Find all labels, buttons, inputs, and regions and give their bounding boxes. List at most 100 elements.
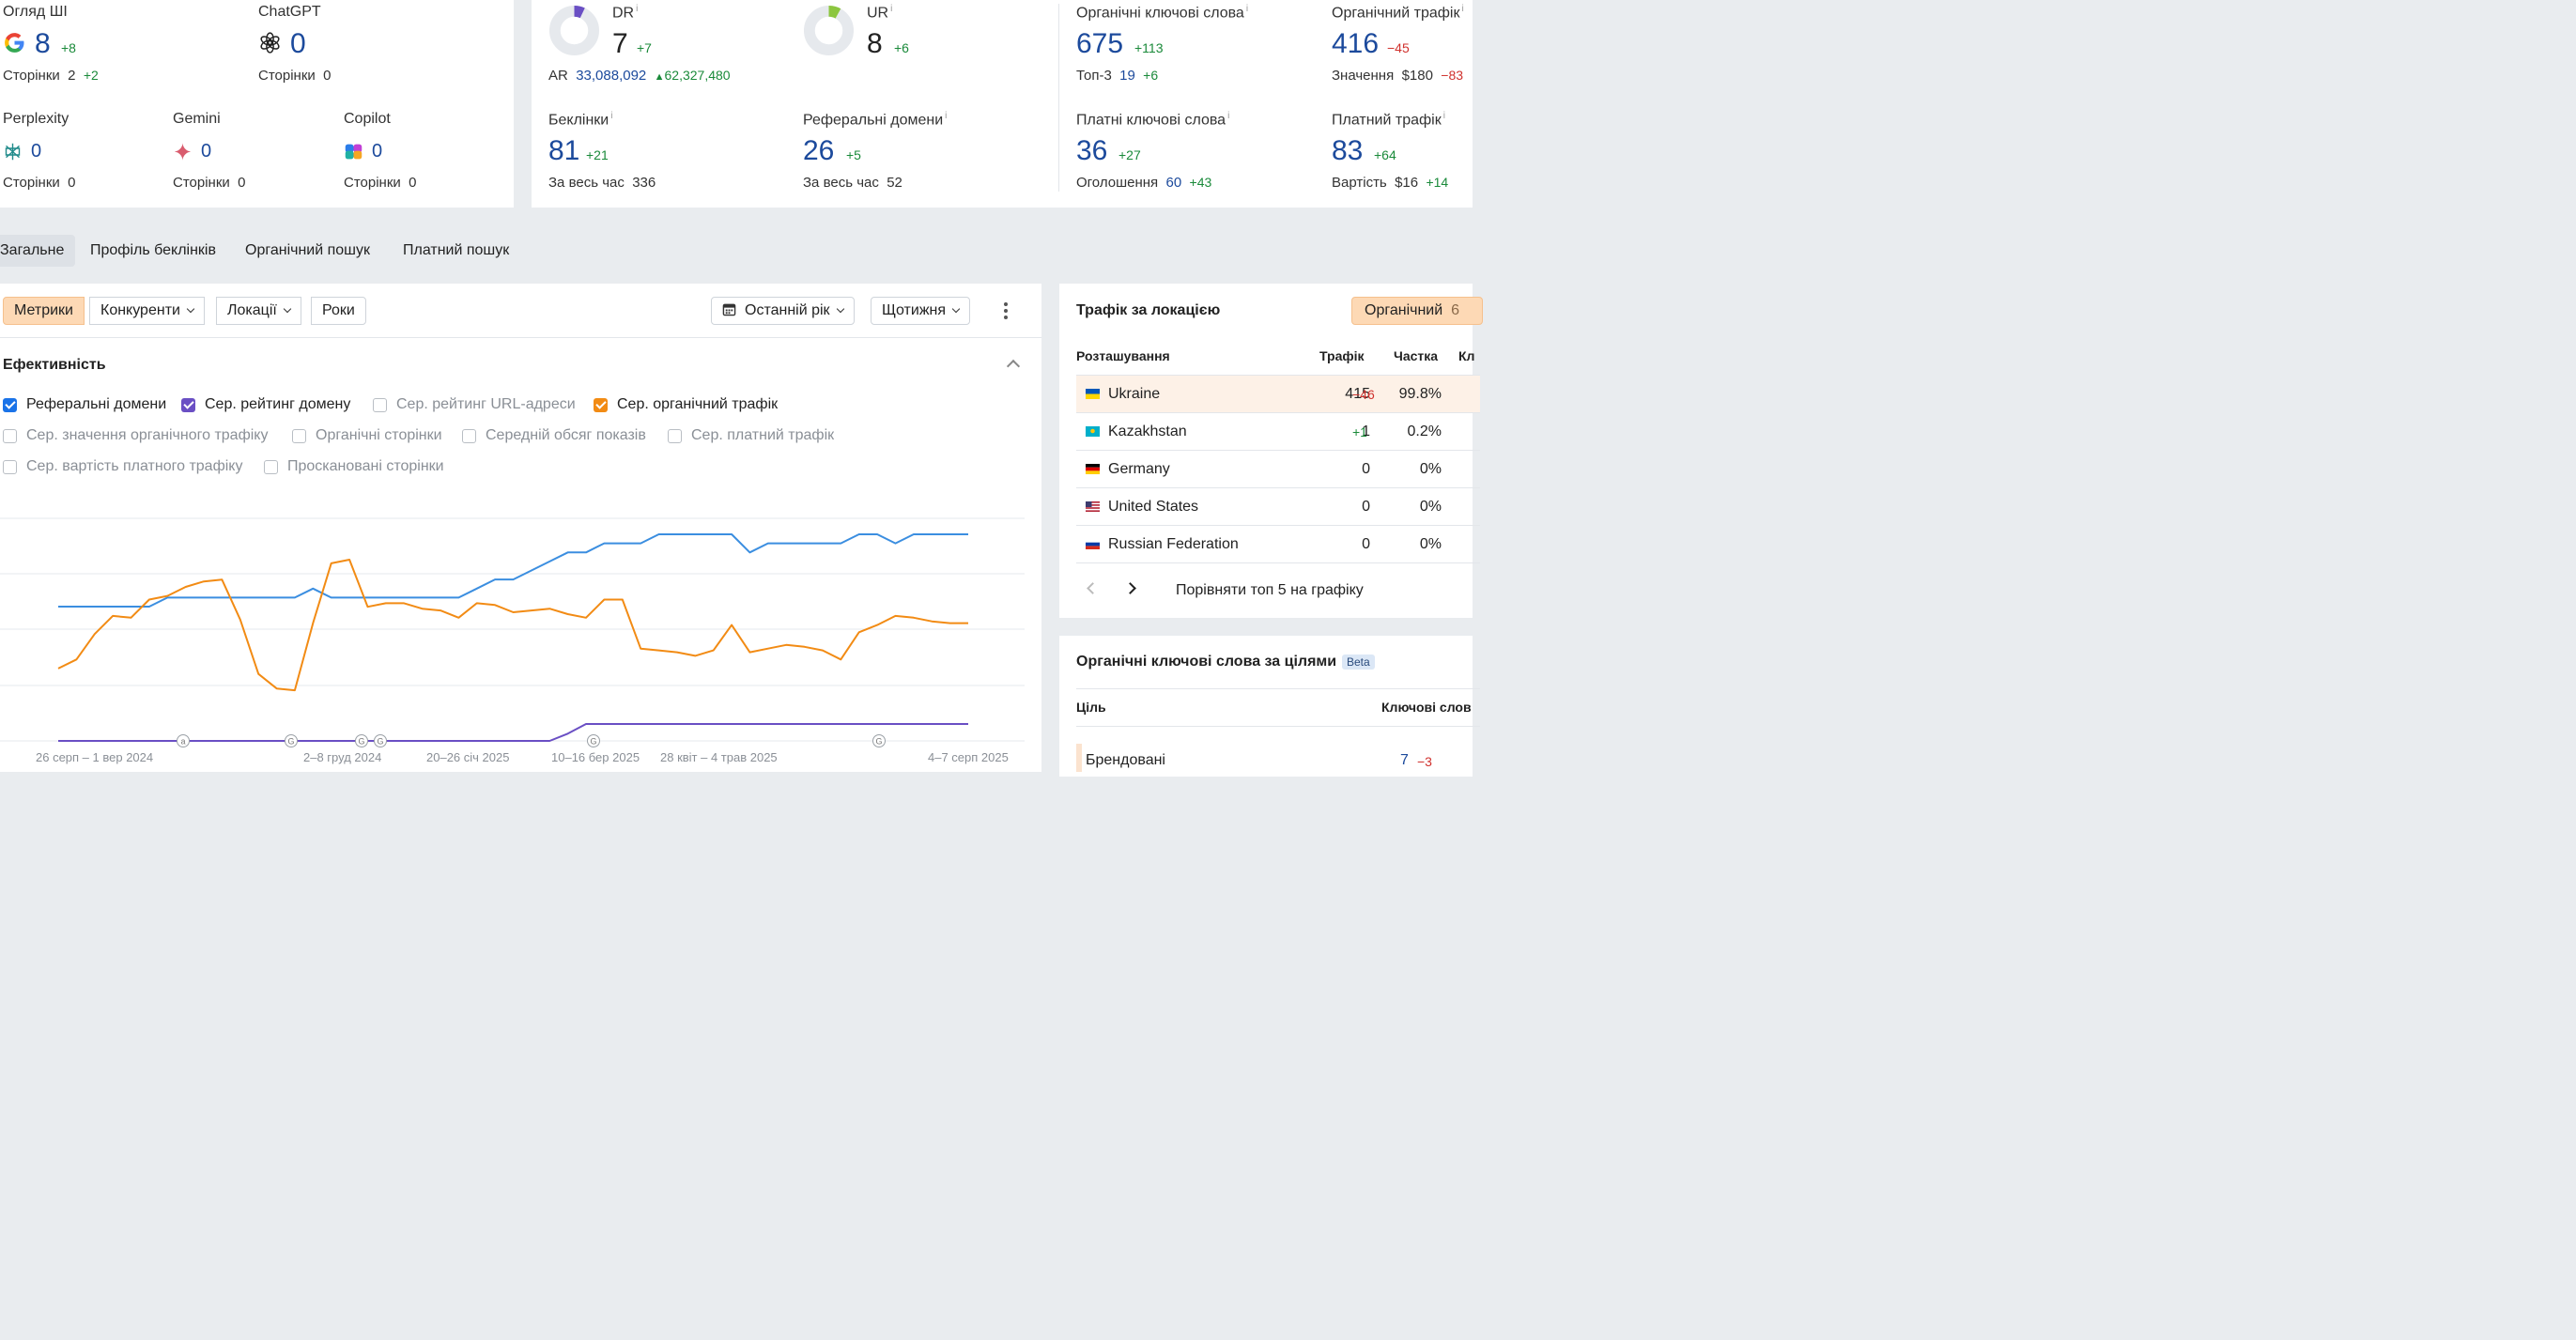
metric-checkbox[interactable]: Сер. рейтинг домену (181, 396, 350, 413)
checkbox-empty-icon[interactable] (3, 428, 17, 443)
info-icon[interactable]: i (636, 4, 639, 14)
metric-checkbox[interactable]: Сер. вартість платного трафіку (3, 458, 242, 475)
organic-kw-value[interactable]: 675 (1076, 28, 1124, 59)
performance-title: Ефективність (3, 357, 106, 373)
metric-checkbox[interactable]: Реферальні домени (3, 396, 166, 413)
checkbox-empty-icon[interactable] (462, 428, 476, 443)
location-traffic-delta: +1 (1352, 424, 1367, 439)
metric-checkbox[interactable]: Середній обсяг показів (462, 427, 646, 444)
series-line[interactable] (58, 533, 968, 608)
ai-overview-pages: Сторінки 2 +2 (3, 68, 99, 84)
x-tick-label: 4–7 серп 2025 (928, 750, 1009, 764)
organic-filter-button[interactable]: Органічний 6 (1351, 297, 1483, 325)
location-traffic: 0 (1362, 461, 1370, 477)
checkbox-empty-icon[interactable] (292, 428, 306, 443)
ref-domains-value[interactable]: 26 (803, 135, 835, 166)
info-icon[interactable]: i (610, 111, 613, 121)
annotation-marker[interactable]: G (374, 734, 387, 747)
location-row[interactable]: Ukraine 415 −46 99.8% (1076, 376, 1480, 413)
metric-checkbox[interactable]: Сер. рейтинг URL-адреси (373, 396, 576, 413)
col-extra[interactable]: Кл (1458, 348, 1475, 363)
compare-top5-link[interactable]: Порівняти топ 5 на графіку (1176, 582, 1364, 598)
metric-checkbox[interactable]: Сер. значення органічного трафіку (3, 427, 268, 444)
location-row[interactable]: Russian Federation 0 0% (1076, 526, 1480, 563)
intent-goal-branded: Брендовані (1086, 752, 1165, 768)
annotation-marker[interactable]: G (355, 734, 368, 747)
location-country[interactable]: Kazakhstan (1108, 424, 1187, 439)
ai-overview-delta: +8 (61, 40, 76, 55)
series-line[interactable] (57, 559, 968, 692)
tab-backlink-profile[interactable]: Профіль беклінків (90, 242, 216, 258)
intent-branded-value[interactable]: 7 (1400, 752, 1409, 768)
tab-organic-search[interactable]: Органічний пошук (245, 242, 371, 258)
location-country[interactable]: Ukraine (1108, 386, 1161, 402)
col-traffic[interactable]: Трафік (1319, 348, 1365, 363)
gemini-label: Gemini (173, 111, 221, 127)
metric-checkbox[interactable]: Сер. платний трафік (668, 427, 834, 444)
years-toggle[interactable]: Роки (311, 297, 366, 325)
checkbox-empty-icon[interactable] (3, 459, 17, 474)
metric-checkbox-label: Проскановані сторінки (287, 458, 444, 474)
period-dropdown[interactable]: Останній рік (711, 297, 855, 325)
location-country[interactable]: Russian Federation (1108, 536, 1239, 552)
metric-checkbox[interactable]: Сер. органічний трафік (594, 396, 778, 413)
checkbox-empty-icon[interactable] (373, 397, 387, 412)
location-country[interactable]: Germany (1108, 461, 1170, 477)
flag-icon (1086, 389, 1100, 399)
checkbox-checked-icon[interactable] (181, 397, 195, 412)
location-row[interactable]: United States 0 0% (1076, 488, 1480, 526)
col-share[interactable]: Частка (1394, 348, 1439, 363)
location-row[interactable]: Kazakhstan 1 +1 0.2% (1076, 413, 1480, 451)
dr-donut (548, 5, 600, 56)
location-row[interactable]: Germany 0 0% (1076, 451, 1480, 488)
metric-checkbox[interactable]: Проскановані сторінки (264, 458, 444, 475)
organic-traffic-delta: −45 (1387, 40, 1410, 55)
info-icon[interactable]: i (1227, 111, 1230, 121)
paid-kw-value[interactable]: 36 (1076, 135, 1108, 166)
tab-overview[interactable]: Загальне (0, 235, 76, 267)
checkbox-empty-icon[interactable] (668, 428, 682, 443)
paid-traffic-value[interactable]: 83 (1332, 135, 1364, 166)
svg-text:G: G (875, 737, 882, 747)
info-icon[interactable]: i (890, 4, 893, 14)
chevron-down-icon (186, 304, 195, 314)
copilot-icon (345, 144, 362, 160)
col-keywords[interactable]: Ключові слов (1381, 700, 1472, 715)
annotation-marker[interactable]: G (285, 734, 298, 747)
annotation-marker[interactable]: a (177, 734, 190, 747)
metric-checkbox-label: Сер. значення органічного трафіку (26, 427, 269, 443)
checkbox-checked-icon[interactable] (3, 397, 17, 412)
divider (1076, 726, 1480, 727)
series-line[interactable] (58, 723, 968, 742)
annotation-marker[interactable]: G (872, 734, 886, 747)
ar-value[interactable]: 33,088,092 (576, 68, 647, 84)
interval-dropdown[interactable]: Щотижня (871, 297, 971, 325)
checkbox-checked-icon[interactable] (594, 397, 608, 412)
divider (0, 337, 1041, 338)
location-country[interactable]: United States (1108, 499, 1199, 515)
location-traffic: 0 (1362, 536, 1370, 552)
info-icon[interactable]: i (1461, 4, 1464, 14)
svg-text:a: a (180, 737, 185, 747)
competitors-dropdown[interactable]: Конкуренти (89, 297, 205, 325)
annotation-marker[interactable]: G (587, 734, 600, 747)
chatgpt-pages: Сторінки 0 (258, 68, 332, 84)
metric-checkbox[interactable]: Органічні сторінки (292, 427, 442, 444)
info-icon[interactable]: i (1245, 4, 1249, 14)
metrics-toggle[interactable]: Метрики (3, 297, 85, 325)
backlinks-value[interactable]: 81 (548, 135, 580, 166)
tab-paid-search[interactable]: Платний пошук (403, 242, 510, 258)
metric-checkbox-label: Реферальні домени (26, 396, 167, 412)
metric-checkbox-label: Сер. вартість платного трафіку (26, 458, 243, 474)
locations-dropdown[interactable]: Локації (216, 297, 301, 325)
more-menu-icon[interactable] (997, 300, 1014, 321)
ref-domains-all-time: За весь час 52 (803, 175, 902, 191)
col-location[interactable]: Розташування (1076, 348, 1170, 363)
organic-traffic-value[interactable]: 416 (1332, 28, 1380, 59)
checkbox-empty-icon[interactable] (264, 459, 278, 474)
col-goal[interactable]: Ціль (1076, 700, 1106, 715)
authority-card: DR i 7 +7 AR 33,088,092 ▲62,327,480 UR i 8… (532, 0, 1473, 208)
info-icon[interactable]: i (945, 111, 948, 121)
info-icon[interactable]: i (1442, 111, 1445, 121)
